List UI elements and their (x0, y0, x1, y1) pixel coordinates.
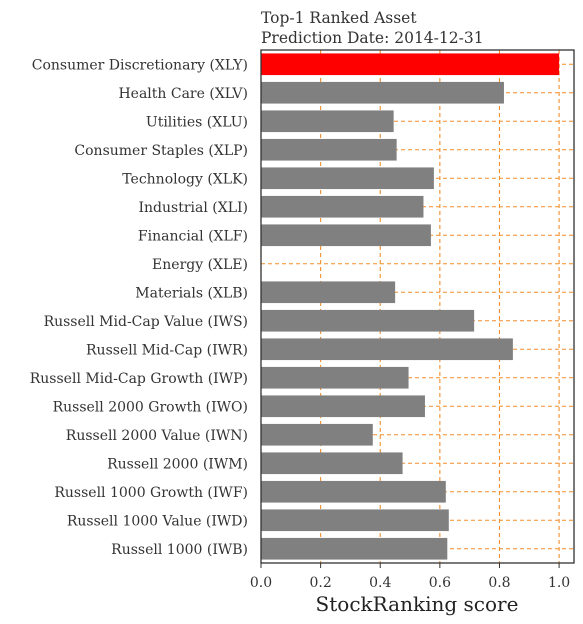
x-tick-label: 1.0 (548, 575, 570, 591)
bar (261, 110, 394, 133)
bar (261, 281, 396, 304)
x-tick-label: 0.0 (250, 575, 272, 591)
x-tick-label: 0.6 (429, 575, 451, 591)
y-tick-label: Russell 2000 Value (IWN) (66, 428, 248, 444)
y-tick-label: Consumer Discretionary (XLY) (32, 57, 248, 73)
bar (261, 395, 425, 418)
y-tick-label: Russell 1000 (IWB) (111, 542, 248, 558)
y-tick-label: Materials (XLB) (135, 285, 248, 301)
bar (261, 537, 448, 560)
x-tick-labels: 0.0 0.2 0.4 0.6 0.8 1.0 (250, 563, 570, 591)
y-tick-label: Russell 2000 (IWM) (107, 456, 248, 472)
bar (261, 452, 403, 475)
y-tick-label: Consumer Staples (XLP) (74, 143, 248, 159)
bar (261, 366, 409, 389)
y-tick-label: Technology (XLK) (122, 171, 248, 187)
y-tick-label: Russell 2000 Growth (IWO) (53, 399, 248, 415)
y-tick-label: Health Care (XLV) (118, 86, 248, 102)
y-tick-label: Russell 1000 Value (IWD) (67, 513, 248, 529)
x-tick-label: 0.4 (369, 575, 391, 591)
x-axis-label: StockRanking score (316, 592, 519, 616)
y-tick-labels: Consumer Discretionary (XLY) Health Care … (30, 57, 248, 558)
bar (261, 338, 513, 361)
y-tick-label: Industrial (XLI) (139, 200, 249, 216)
bar (261, 480, 446, 503)
chart-title-line-2: Prediction Date: 2014-12-31 (261, 29, 484, 47)
y-tick-label: Russell Mid-Cap Growth (IWP) (30, 371, 248, 387)
chart-title-line-1: Top-1 Ranked Asset (261, 9, 417, 27)
x-tick-label: 0.8 (488, 575, 510, 591)
bar (261, 195, 424, 218)
bar (261, 81, 504, 104)
bar (261, 167, 434, 190)
y-tick-label: Russell 1000 Growth (IWF) (54, 485, 248, 501)
bar (261, 309, 475, 332)
y-tick-label: Utilities (XLU) (146, 114, 248, 130)
y-tick-label: Russell Mid-Cap (IWR) (86, 342, 248, 358)
bar (261, 224, 431, 247)
bar (261, 423, 373, 446)
y-tick-label: Financial (XLF) (138, 228, 248, 244)
bars (261, 53, 560, 560)
y-tick-label: Energy (XLE) (152, 257, 248, 273)
plot-frame (260, 49, 575, 564)
bar (261, 509, 449, 532)
bar (261, 53, 560, 76)
y-tick-label: Russell Mid-Cap Value (IWS) (44, 314, 248, 330)
bar (261, 138, 397, 161)
x-tick-label: 0.2 (309, 575, 331, 591)
